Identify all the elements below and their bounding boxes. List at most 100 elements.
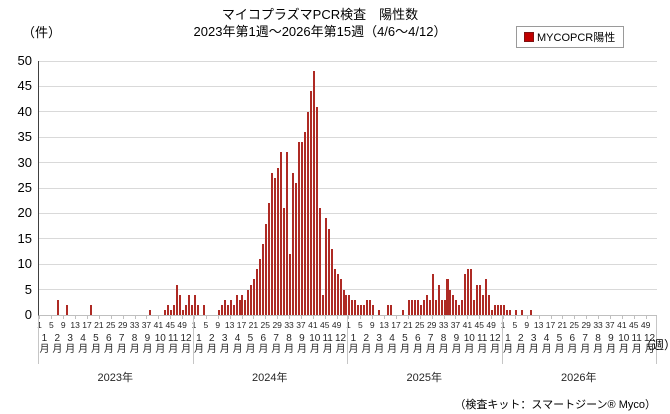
y-tick-label-0: 0 [24,307,32,322]
bar-2024-w44 [321,294,324,315]
bar-2023-w7 [57,299,60,315]
bar-2024-w36 [297,142,300,315]
bar-2024-w27 [271,172,274,315]
week-tick-2024-25: 25 [260,320,271,330]
bar-2025-w33 [443,299,446,315]
axis-tick [122,316,124,319]
bar-2025-w19 [401,309,404,315]
axis-tick [312,316,314,319]
bar-2024-w40 [309,91,312,315]
week-tick-2025-49: 49 [486,320,496,330]
year-separator [656,316,657,364]
month-label-2024-11: 11 月 [322,333,333,355]
axis-tick [229,316,231,319]
bar-2025-w26 [422,299,425,315]
y-tick-label-45: 45 [17,78,32,94]
week-tick-2026-41: 41 [617,320,627,330]
week-tick-2024-49: 49 [331,320,342,330]
bar-2025-w50 [494,304,497,315]
bar-2026-w7 [520,309,523,315]
gridline-y-50 [39,60,657,62]
axis-tick [324,316,326,319]
axis-tick [621,316,623,319]
axis-tick [205,316,207,319]
week-tick-2025-33: 33 [438,320,449,330]
axis-tick [407,316,409,319]
bar-2024-w22 [256,269,259,315]
week-tick-2026-21: 21 [557,320,568,330]
axis-tick [526,316,528,319]
axis-tick [586,316,588,319]
axis-tick [598,316,600,319]
axis-tick [431,316,433,319]
axis-tick [98,316,100,319]
week-tick-2023-25: 25 [106,320,116,330]
bar-2023-w18 [89,304,92,315]
month-label-2025-10: 10 月 [463,333,475,355]
bar-2024-w14 [232,304,235,315]
gridline-y-45 [39,85,657,87]
bar-2024-w30 [280,152,283,315]
month-label-2026-10: 10 月 [618,333,630,355]
bar-2023-w52 [190,304,193,315]
week-tick-2023-49: 49 [177,320,187,330]
bar-2023-w50 [185,304,188,315]
bar-2024-w38 [303,132,306,315]
week-tick-2026-17: 17 [545,320,556,330]
y-axis-unit-label: （件） [22,25,62,40]
bar-2025-w29 [431,274,434,315]
y-tick-label-50: 50 [17,53,32,68]
axis-tick [182,316,184,319]
bar-2026-w5 [514,309,517,315]
bar-2023-w10 [66,304,69,315]
bar-2025-w44 [476,284,479,315]
week-tick-2023-41: 41 [153,320,164,330]
bar-2025-w36 [452,294,455,315]
bar-2025-w42 [470,269,473,315]
axis-tick [538,316,540,319]
bar-2024-w10 [220,304,223,315]
bar-2025-w6 [363,304,366,315]
y-tick-label-25: 25 [17,180,32,195]
bar-2024-w28 [274,177,277,315]
week-tick-2023-37: 37 [141,320,152,330]
week-tick-2025-9: 9 [369,320,375,330]
week-tick-2023-17: 17 [82,320,92,330]
year-separator [501,316,503,364]
month-label-2024-10: 10 月 [309,333,321,355]
axis-tick [134,316,136,319]
week-tick-2023-13: 13 [70,320,80,330]
year-separator [347,316,348,364]
bar-2025-w28 [428,299,431,315]
bar-2025-w41 [467,269,470,315]
gridline-y-10 [39,263,657,265]
axis-tick [455,316,457,319]
axis-tick [336,316,338,319]
bar-2025-w8 [369,299,372,315]
bar-2025-w2 [351,299,354,315]
week-tick-2023-9: 9 [60,320,66,330]
week-tick-2023-33: 33 [129,320,140,330]
bar-2024-w1 [193,294,196,315]
bar-2026-w3 [508,309,511,315]
axis-tick [443,316,445,319]
axis-tick [277,316,279,319]
bar-2024-w39 [306,111,309,315]
bar-2025-w5 [360,304,363,315]
bar-2025-w25 [419,304,422,315]
week-tick-2026-33: 33 [593,320,603,330]
bar-2025-w47 [485,279,488,315]
